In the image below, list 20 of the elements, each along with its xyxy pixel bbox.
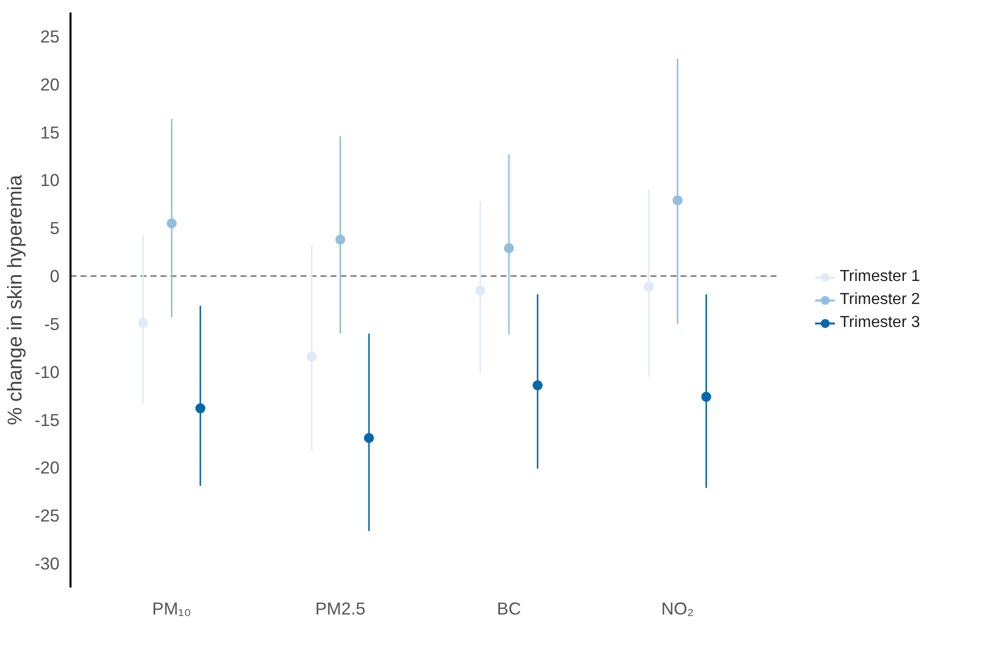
legend-label: Trimester 3 bbox=[840, 314, 920, 332]
y-tick-label: 0 bbox=[50, 266, 60, 286]
y-tick-label: -25 bbox=[34, 506, 60, 526]
y-tick-label: -10 bbox=[34, 362, 60, 382]
legend-label: Trimester 1 bbox=[840, 268, 920, 286]
legend-label: Trimester 2 bbox=[840, 290, 920, 308]
x-tick-label: PM2.5 bbox=[315, 598, 366, 618]
x-tick-label: PM₁₀ bbox=[152, 598, 192, 618]
y-tick-label: 15 bbox=[40, 122, 60, 142]
x-tick-label: NO₂ bbox=[661, 598, 694, 618]
y-tick-label: -30 bbox=[34, 554, 60, 574]
x-tick-label: BC bbox=[496, 598, 521, 618]
y-tick-label: 25 bbox=[40, 26, 60, 46]
y-tick-label: 10 bbox=[40, 170, 60, 190]
y-tick-label: 5 bbox=[50, 218, 60, 238]
y-tick-label: -15 bbox=[34, 410, 60, 430]
y-axis-title: % change in skin hyperemia bbox=[4, 174, 26, 426]
y-tick-label: -5 bbox=[44, 314, 60, 334]
y-tick-label: 20 bbox=[40, 74, 60, 94]
y-tick-label: -20 bbox=[34, 458, 60, 478]
